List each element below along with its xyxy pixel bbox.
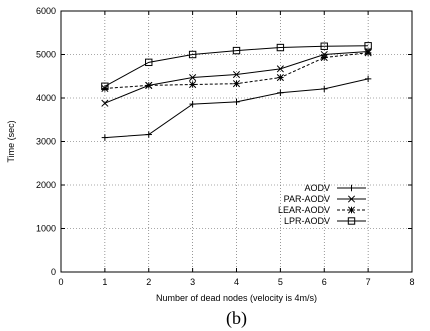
x-tick-label: 2 bbox=[146, 277, 151, 287]
data-point-par-aodv bbox=[189, 74, 197, 82]
ticks: 0 1 2 3 4 5 6 7 8 0 1000 2000 3000 4000 5000 6000 bbox=[36, 6, 415, 287]
y-tick-label: 6000 bbox=[36, 6, 56, 16]
y-tick-label: 0 bbox=[51, 267, 56, 277]
data-point-lpr-aodv bbox=[188, 50, 197, 59]
y-tick-label: 1000 bbox=[36, 224, 56, 234]
marker-stroke bbox=[232, 80, 241, 88]
legend-label-lear-aodv: LEAR-AODV bbox=[278, 205, 330, 215]
legend-label-lpr-aodv: LPR-AODV bbox=[284, 216, 330, 226]
data-point-lpr-aodv bbox=[101, 82, 109, 90]
legend-marker-lear-aodv bbox=[347, 206, 356, 214]
data-point-lear-aodv bbox=[101, 84, 109, 92]
marker-stroke bbox=[232, 70, 241, 79]
y-tick-label: 3000 bbox=[36, 137, 56, 147]
marker-stroke bbox=[276, 43, 285, 52]
data-point-lear-aodv bbox=[189, 80, 197, 89]
data-point-aodv bbox=[145, 131, 152, 138]
x-axis-label: Number of dead nodes (velocity is 4m/s) bbox=[156, 293, 317, 303]
data-point-aodv bbox=[321, 85, 328, 93]
data-point-lear-aodv bbox=[276, 74, 284, 82]
marker-stroke bbox=[364, 49, 372, 57]
x-tick-label: 7 bbox=[366, 277, 371, 287]
series-line-lpr-aodv bbox=[104, 45, 369, 87]
x-tick-label: 5 bbox=[278, 277, 283, 287]
data-point-lear-aodv bbox=[145, 81, 153, 89]
marker-stroke bbox=[189, 74, 197, 82]
x-tick-label: 0 bbox=[58, 277, 63, 287]
data-point-aodv bbox=[277, 89, 284, 96]
marker-stroke bbox=[347, 217, 356, 225]
data-point-lear-aodv bbox=[320, 53, 328, 62]
data-point-lear-aodv bbox=[232, 80, 241, 88]
y-tick-label: 5000 bbox=[36, 50, 56, 60]
marker-stroke bbox=[276, 74, 284, 82]
figure-caption: (b) bbox=[226, 308, 247, 329]
x-tick-label: 1 bbox=[102, 277, 107, 287]
marker-stroke bbox=[364, 42, 372, 50]
marker-stroke bbox=[145, 58, 153, 67]
data-point-par-aodv bbox=[232, 70, 241, 79]
data-point-par-aodv bbox=[101, 99, 109, 107]
legend-marker-lpr-aodv bbox=[347, 217, 356, 225]
marker-stroke bbox=[101, 82, 109, 90]
data-point-lpr-aodv bbox=[320, 42, 328, 50]
x-tick-label: 4 bbox=[234, 277, 239, 287]
x-tick-label: 3 bbox=[190, 277, 195, 287]
series-layer bbox=[101, 42, 372, 141]
marker-stroke bbox=[347, 195, 356, 203]
data-point-lpr-aodv bbox=[276, 43, 285, 52]
marker-stroke bbox=[347, 206, 356, 214]
data-point-lpr-aodv bbox=[145, 58, 153, 67]
data-point-aodv bbox=[189, 100, 196, 108]
data-point-lear-aodv bbox=[364, 49, 372, 57]
legend-marker-par-aodv bbox=[347, 195, 356, 203]
x-tick-label: 6 bbox=[322, 277, 327, 287]
y-axis-label: Time (sec) bbox=[6, 120, 16, 162]
marker-stroke bbox=[188, 50, 197, 59]
data-point-aodv bbox=[101, 134, 109, 141]
marker-stroke bbox=[101, 84, 109, 92]
marker-stroke bbox=[320, 42, 328, 50]
marker-stroke bbox=[145, 81, 153, 89]
marker-stroke bbox=[320, 53, 328, 62]
data-point-lpr-aodv bbox=[364, 42, 372, 50]
data-point-aodv bbox=[364, 75, 372, 83]
y-tick-label: 2000 bbox=[36, 180, 56, 190]
legend-label-aodv: AODV bbox=[304, 183, 330, 193]
marker-stroke bbox=[276, 65, 284, 73]
x-tick-label: 8 bbox=[409, 277, 414, 287]
data-point-par-aodv bbox=[276, 65, 284, 73]
marker-stroke bbox=[101, 99, 109, 107]
legend-marker-aodv bbox=[348, 184, 355, 192]
marker-stroke bbox=[189, 80, 197, 89]
y-tick-label: 4000 bbox=[36, 93, 56, 103]
marker-stroke bbox=[232, 46, 241, 55]
data-point-lpr-aodv bbox=[232, 46, 241, 55]
data-point-aodv bbox=[233, 98, 240, 106]
legend-label-par-aodv: PAR-AODV bbox=[284, 194, 330, 204]
